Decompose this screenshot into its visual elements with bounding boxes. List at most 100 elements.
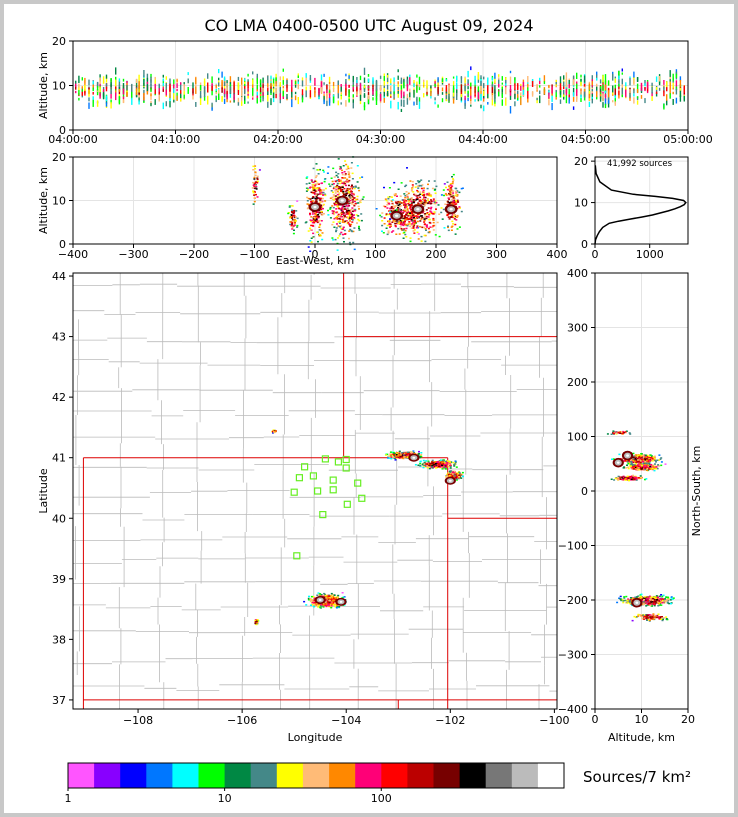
time-source-mark (267, 75, 269, 84)
plan-source-mark (310, 598, 313, 601)
ew-source-mark (451, 194, 454, 196)
time-source-mark (328, 92, 331, 98)
plan-source-mark (322, 595, 325, 598)
ew-source-mark (311, 200, 314, 202)
ew-source-mark (290, 224, 293, 227)
ew-source-mark (347, 201, 350, 203)
ew-hot-spot (416, 208, 420, 211)
ew-hot-spot (449, 208, 453, 211)
ew-source-mark (347, 209, 350, 212)
time-source-mark (426, 84, 428, 92)
ew-source-mark (320, 182, 323, 185)
plan-source-mark (448, 465, 451, 468)
time-source-mark (165, 91, 167, 96)
ew-source-mark (341, 186, 344, 188)
time-source-mark (640, 82, 643, 91)
ew-source-mark (334, 238, 337, 241)
ew-source-mark (425, 215, 428, 218)
ew-source-mark (455, 201, 458, 203)
plan-source-mark (441, 466, 444, 469)
plan-source-mark (441, 461, 444, 463)
time-source-mark (614, 78, 616, 83)
ew-source-mark (450, 226, 453, 228)
time-source-mark (340, 86, 342, 90)
ew-source-mark (420, 201, 423, 203)
time-source-mark (154, 89, 156, 95)
time-source-mark (267, 101, 269, 108)
time-source-mark (169, 90, 171, 99)
ew-source-mark (344, 190, 347, 193)
ew-source-mark (425, 209, 428, 211)
ew-source-mark (358, 225, 360, 228)
ew-source-mark (293, 216, 296, 219)
ew-source-mark (427, 199, 430, 202)
time-source-mark (326, 84, 328, 90)
time-source-mark (229, 82, 232, 86)
ew-source-mark (416, 231, 419, 234)
time-source-mark (498, 79, 500, 88)
plan-source-mark (455, 478, 458, 480)
time-source-mark (460, 76, 463, 79)
ew-source-mark (413, 223, 416, 225)
ew-source-mark (255, 188, 258, 190)
time-source-mark (262, 87, 264, 94)
ew-source-mark (427, 207, 430, 209)
ew-source-mark (397, 188, 400, 190)
plan-source-mark (425, 460, 428, 462)
time-source-mark (352, 94, 354, 98)
ew-source-mark (360, 213, 363, 215)
ew-source-mark (414, 186, 417, 188)
ew-source-mark (396, 195, 398, 197)
time-source-mark (390, 85, 392, 92)
time-source-mark (75, 80, 77, 84)
plan-source-mark (448, 463, 451, 465)
time-source-mark (548, 92, 550, 99)
ew-source-mark (312, 220, 315, 222)
ew-source-mark (332, 212, 335, 214)
ew-source-mark (336, 205, 339, 207)
ew-source-mark (392, 220, 395, 222)
plan-source-mark (408, 451, 411, 454)
ew-source-mark (451, 216, 454, 219)
plan-source-mark (434, 463, 437, 465)
time-source-mark (115, 92, 117, 101)
ew-source-mark (385, 214, 388, 216)
plan-source-mark (392, 456, 394, 458)
ew-source-mark (312, 188, 315, 190)
time-source-mark (418, 97, 421, 102)
ew-source-mark (408, 198, 411, 201)
time-source-mark (591, 75, 593, 82)
time-source-mark (644, 80, 646, 86)
ew-source-mark (345, 205, 348, 207)
time-source-mark (143, 78, 145, 86)
ew-source-mark (424, 227, 427, 230)
ew-source-mark (310, 220, 312, 223)
time-source-mark (477, 78, 480, 83)
ew-source-mark (399, 195, 402, 197)
ew-source-mark (452, 192, 455, 194)
time-source-mark (403, 94, 405, 99)
ew-source-mark (322, 203, 325, 206)
plan-source-mark (455, 473, 458, 475)
time-source-mark (244, 81, 246, 85)
ew-source-mark (320, 220, 323, 222)
time-source-mark (345, 84, 347, 90)
ew-source-mark (440, 194, 443, 196)
time-source-mark (363, 67, 366, 75)
ew-source-mark (387, 196, 390, 198)
ew-source-mark (321, 191, 324, 194)
plan-source-mark (309, 600, 312, 603)
plan-source-mark (435, 465, 438, 467)
ew-source-mark (348, 215, 351, 218)
ew-source-mark (335, 230, 337, 233)
ew-source-mark (404, 196, 407, 199)
time-source-mark (345, 88, 347, 96)
ew-source-mark (339, 189, 342, 191)
time-source-mark (672, 82, 674, 88)
time-source-mark (211, 86, 213, 91)
ew-source-mark (254, 165, 257, 167)
time-source-mark (480, 75, 482, 79)
time-source-mark (207, 73, 209, 79)
ew-source-mark (395, 220, 398, 222)
ew-source-mark (404, 185, 407, 188)
